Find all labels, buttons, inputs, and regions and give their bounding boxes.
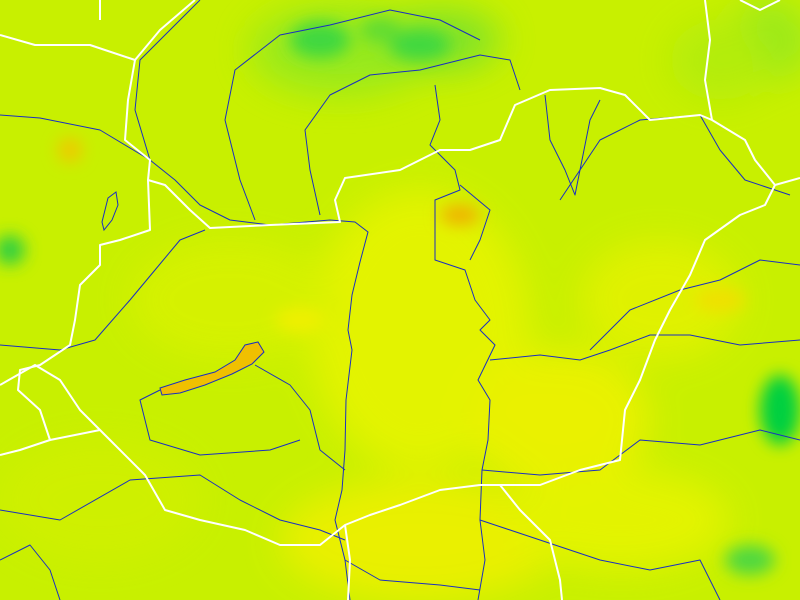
- river-morava: [134, 0, 201, 161]
- border-line: [704, 0, 713, 121]
- river-somes: [589, 259, 800, 351]
- river-drava: [0, 474, 346, 541]
- river-hron: [304, 54, 521, 216]
- river-begej: [479, 519, 721, 600]
- river-zala: [139, 389, 301, 456]
- river-raba: [0, 229, 206, 351]
- river-lower-danube: [344, 559, 481, 591]
- border-line: [344, 524, 351, 600]
- river-koros: [489, 334, 800, 361]
- lakes: [101, 191, 265, 396]
- border-line: [480, 184, 776, 486]
- border-line: [124, 59, 800, 229]
- river-sio: [254, 364, 346, 471]
- border-line: [0, 0, 196, 61]
- lake-balaton: [159, 341, 265, 396]
- river-sava: [0, 544, 61, 600]
- border-line: [499, 484, 563, 600]
- river-danube: [0, 114, 369, 600]
- lake-ferto: [101, 191, 119, 232]
- border-line: [0, 179, 151, 456]
- border-line: [49, 429, 101, 441]
- river-vah: [224, 9, 481, 221]
- border-line: [0, 364, 481, 546]
- river-mures: [481, 429, 800, 476]
- river-hornad: [544, 94, 601, 196]
- river-zagyva: [459, 184, 491, 261]
- border-line: [739, 0, 781, 11]
